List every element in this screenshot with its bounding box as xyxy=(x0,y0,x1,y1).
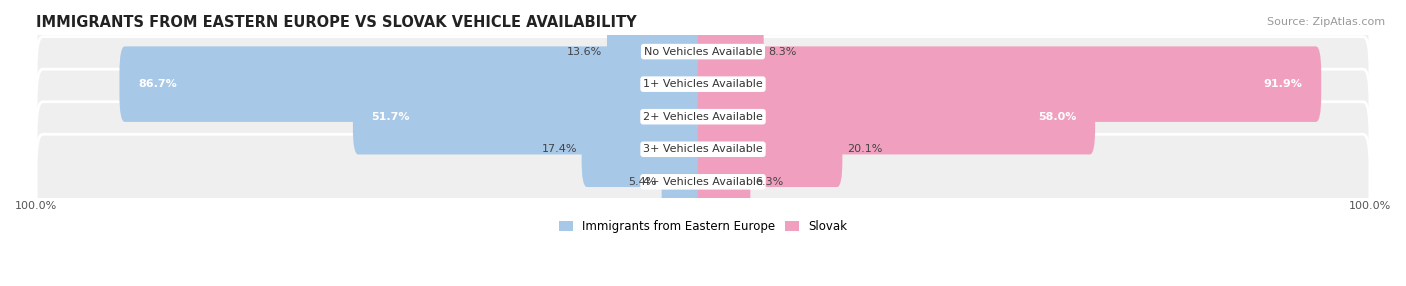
FancyBboxPatch shape xyxy=(582,112,709,187)
FancyBboxPatch shape xyxy=(697,14,763,89)
Text: 17.4%: 17.4% xyxy=(541,144,576,154)
FancyBboxPatch shape xyxy=(697,79,1095,154)
Text: 6.3%: 6.3% xyxy=(755,177,783,187)
Text: 86.7%: 86.7% xyxy=(138,79,177,89)
FancyBboxPatch shape xyxy=(607,14,709,89)
Text: Source: ZipAtlas.com: Source: ZipAtlas.com xyxy=(1267,17,1385,27)
Text: 91.9%: 91.9% xyxy=(1264,79,1302,89)
FancyBboxPatch shape xyxy=(697,112,842,187)
Text: IMMIGRANTS FROM EASTERN EUROPE VS SLOVAK VEHICLE AVAILABILITY: IMMIGRANTS FROM EASTERN EUROPE VS SLOVAK… xyxy=(37,15,637,30)
FancyBboxPatch shape xyxy=(120,46,709,122)
FancyBboxPatch shape xyxy=(353,79,709,154)
FancyBboxPatch shape xyxy=(697,46,1322,122)
Text: 13.6%: 13.6% xyxy=(567,47,602,57)
FancyBboxPatch shape xyxy=(37,102,1369,197)
Text: 2+ Vehicles Available: 2+ Vehicles Available xyxy=(643,112,763,122)
Text: 8.3%: 8.3% xyxy=(768,47,797,57)
Text: 5.4%: 5.4% xyxy=(628,177,657,187)
Legend: Immigrants from Eastern Europe, Slovak: Immigrants from Eastern Europe, Slovak xyxy=(554,215,852,238)
FancyBboxPatch shape xyxy=(37,4,1369,99)
FancyBboxPatch shape xyxy=(37,69,1369,164)
Text: 51.7%: 51.7% xyxy=(371,112,411,122)
FancyBboxPatch shape xyxy=(697,144,751,220)
Text: 4+ Vehicles Available: 4+ Vehicles Available xyxy=(643,177,763,187)
FancyBboxPatch shape xyxy=(37,37,1369,132)
FancyBboxPatch shape xyxy=(662,144,709,220)
Text: 3+ Vehicles Available: 3+ Vehicles Available xyxy=(643,144,763,154)
Text: 58.0%: 58.0% xyxy=(1038,112,1077,122)
FancyBboxPatch shape xyxy=(37,134,1369,229)
Text: No Vehicles Available: No Vehicles Available xyxy=(644,47,762,57)
Text: 1+ Vehicles Available: 1+ Vehicles Available xyxy=(643,79,763,89)
Text: 20.1%: 20.1% xyxy=(846,144,883,154)
